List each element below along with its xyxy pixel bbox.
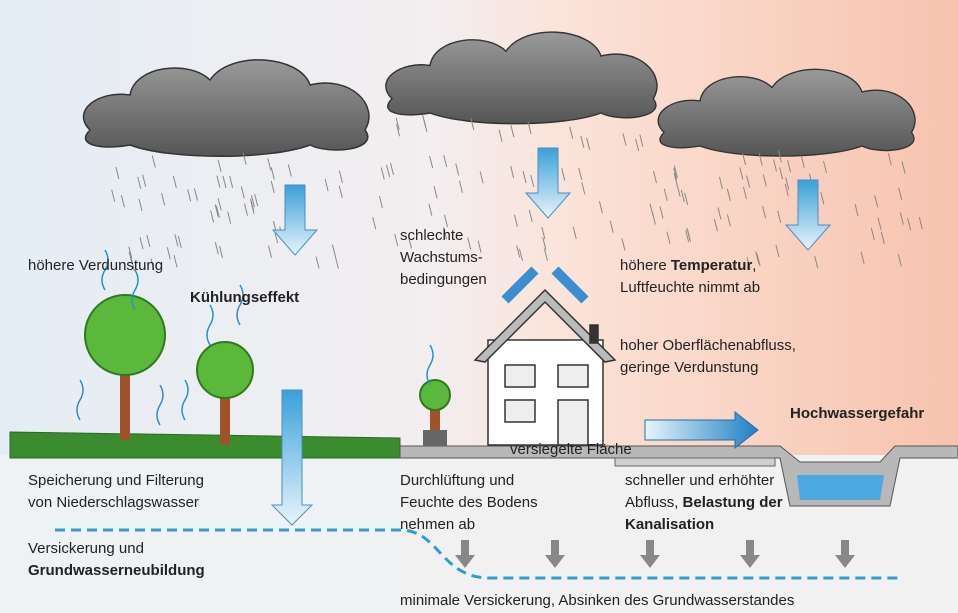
- label-line: Hochwassergefahr: [790, 405, 924, 422]
- tree-crown: [420, 380, 450, 410]
- label-line: bedingungen: [400, 271, 487, 288]
- label-text: hoher Oberflächenabfluss,: [620, 337, 796, 354]
- label-text: Temperatur: [671, 257, 753, 274]
- label-line: höhere Verdunstung: [28, 257, 163, 274]
- label-text: Kühlungseffekt: [190, 289, 299, 306]
- planter: [423, 430, 447, 446]
- label-text: nehmen ab: [400, 516, 475, 533]
- label-line: Kühlungseffekt: [190, 289, 299, 306]
- label-text: von Niederschlagswasser: [28, 494, 199, 511]
- label-line: Luftfeuchte nimmt ab: [620, 279, 760, 296]
- water-channel: [797, 475, 884, 500]
- label-text: Belastung der: [683, 494, 783, 511]
- label-line: minimale Versickerung, Absinken des Grun…: [400, 592, 794, 609]
- label-line: Versickerung und: [28, 540, 144, 557]
- label-text: Durchlüftung und: [400, 472, 514, 489]
- label-text: minimale Versickerung, Absinken des Grun…: [400, 592, 794, 609]
- label-text: schlechte: [400, 227, 463, 244]
- tree-crown: [85, 295, 165, 375]
- label-text: geringe Verdunstung: [620, 359, 758, 376]
- sewer: [615, 458, 775, 466]
- label-line: höhere Temperatur,: [620, 257, 756, 274]
- label-text: Hochwassergefahr: [790, 405, 924, 422]
- label-text: Versickerung und: [28, 540, 144, 557]
- label-line: geringe Verdunstung: [620, 359, 758, 376]
- label-line: schlechte: [400, 227, 463, 244]
- label-text: Kanalisation: [625, 516, 714, 533]
- label-line: schneller und erhöhter: [625, 472, 774, 489]
- label-line: versiegelte Fläche: [510, 441, 632, 458]
- label-line: Speicherung und Filterung: [28, 472, 204, 489]
- label-line: Durchlüftung und: [400, 472, 514, 489]
- label-text: Speicherung und Filterung: [28, 472, 204, 489]
- label-line: nehmen ab: [400, 516, 475, 533]
- label-text: bedingungen: [400, 271, 487, 288]
- label-text: Feuchte des Bodens: [400, 494, 538, 511]
- label-text: Wachstums-: [400, 249, 483, 266]
- label-line: Grundwasserneubildung: [28, 562, 205, 579]
- diagram: höhere Verdunstung Kühlungseffekt schlecht…: [0, 0, 958, 613]
- label-line: hoher Oberflächenabfluss,: [620, 337, 796, 354]
- label-line: Wachstums-: [400, 249, 483, 266]
- label-text: schneller und erhöhter: [625, 472, 774, 489]
- label-text: höhere: [620, 257, 671, 274]
- label-text: Abfluss,: [625, 494, 683, 511]
- tree-crown: [197, 342, 253, 398]
- label-line: Abfluss, Belastung der: [625, 494, 783, 511]
- label-text: ,: [752, 257, 756, 274]
- label-text: höhere Verdunstung: [28, 257, 163, 274]
- label-line: Feuchte des Bodens: [400, 494, 538, 511]
- label-text: versiegelte Fläche: [510, 441, 632, 458]
- label-line: Kanalisation: [625, 516, 714, 533]
- label-text: Grundwasserneubildung: [28, 562, 205, 579]
- label-line: von Niederschlagswasser: [28, 494, 199, 511]
- label-text: Luftfeuchte nimmt ab: [620, 279, 760, 296]
